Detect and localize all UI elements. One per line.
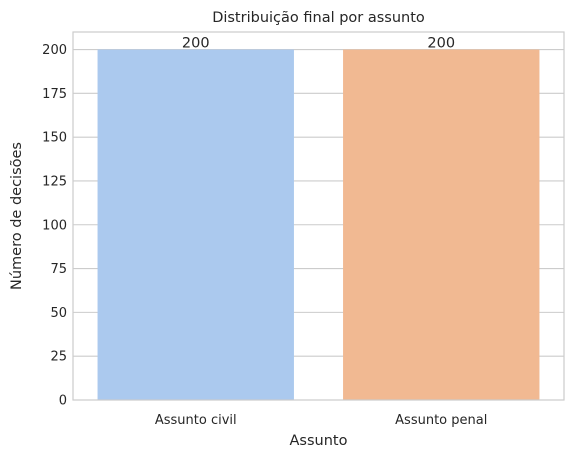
- x-tick-labels: Assunto civil Assunto penal: [155, 413, 487, 428]
- bars: [97, 49, 540, 401]
- bar: [97, 49, 294, 401]
- y-axis-label: Número de decisões: [9, 142, 25, 290]
- y-tick-label: 150: [42, 131, 67, 146]
- y-tick-label: 50: [50, 306, 67, 321]
- x-tick-label: Assunto civil: [155, 413, 237, 428]
- data-label: 200: [182, 36, 210, 52]
- y-tick-label: 75: [50, 262, 67, 277]
- y-tick-label: 25: [50, 350, 67, 365]
- data-labels: 200 200: [182, 36, 455, 52]
- y-tick-label: 100: [42, 218, 67, 233]
- data-label: 200: [427, 36, 455, 52]
- y-tick-label: 125: [42, 174, 67, 189]
- plot-frame: [72, 31, 565, 401]
- bar: [343, 49, 540, 401]
- y-tick-label: 175: [42, 87, 67, 102]
- y-tick-labels: 0 25 50 75 100 125 150 175 200: [42, 43, 67, 408]
- y-tick-label: 0: [59, 394, 67, 409]
- chart-title: Distribuição final por assunto: [212, 10, 425, 26]
- x-axis-label: Assunto: [290, 433, 348, 449]
- y-tick-label: 200: [42, 43, 67, 58]
- x-tick-label: Assunto penal: [395, 413, 487, 428]
